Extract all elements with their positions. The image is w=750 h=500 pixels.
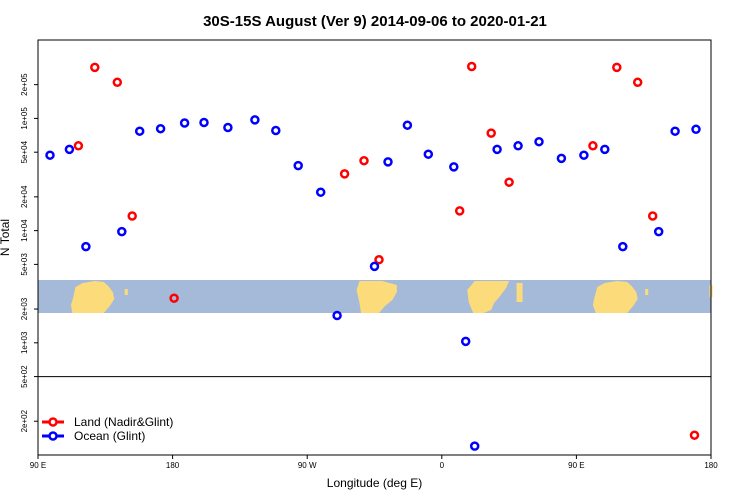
y-axis-title: N Total	[0, 219, 12, 256]
land-point	[339, 169, 350, 179]
land-point	[127, 211, 137, 221]
land-point	[612, 62, 622, 73]
x-tick-label: 90 W	[298, 461, 317, 470]
y-tick-label: 5e+03	[20, 253, 29, 276]
ocean-point	[534, 136, 544, 147]
map-landmass	[70, 281, 115, 313]
legend-marker-land	[48, 417, 58, 427]
ocean-point	[179, 118, 190, 128]
y-tick-label: 2e+02	[20, 409, 29, 432]
ocean-point	[293, 160, 303, 171]
land-point	[90, 62, 100, 73]
ocean-point	[492, 144, 502, 155]
x-tick-label: 180	[704, 461, 718, 470]
x-tick-label: 180	[166, 461, 180, 470]
chart-title: 30S-15S August (Ver 9) 2014-09-06 to 202…	[203, 13, 547, 30]
y-tick-label: 1e+04	[20, 219, 29, 242]
ocean-point	[134, 126, 145, 136]
ocean-point	[369, 261, 380, 272]
ocean-point	[64, 144, 75, 155]
land-point	[359, 155, 369, 166]
y-tick-label: 5e+02	[20, 365, 29, 388]
land-point	[504, 177, 514, 187]
y-tick-label: 2e+05	[20, 73, 29, 96]
ocean-point	[315, 187, 326, 197]
ocean-point	[402, 120, 413, 130]
land-point	[647, 211, 658, 221]
map-strip	[38, 280, 713, 313]
data-points	[45, 61, 701, 451]
land-point	[112, 77, 123, 88]
land-point	[588, 141, 598, 151]
ocean-point	[383, 157, 393, 167]
land-point	[466, 61, 477, 72]
ocean-point	[691, 124, 701, 135]
y-tick-label: 1e+03	[20, 331, 29, 354]
ocean-point	[271, 125, 281, 136]
land-point	[73, 141, 84, 151]
y-tick-label: 1e+05	[20, 107, 29, 130]
ocean-point	[653, 226, 664, 237]
ocean-point	[469, 441, 480, 451]
x-tick-label: 90 E	[568, 461, 584, 470]
legend-marker-ocean	[48, 431, 58, 441]
ocean-point	[423, 149, 434, 159]
ocean-point	[449, 162, 459, 172]
ocean-point	[556, 153, 567, 164]
ocean-point	[618, 241, 628, 252]
map-landmass	[592, 281, 638, 313]
ocean-point	[332, 310, 342, 321]
x-tick-label: 90 E	[30, 461, 46, 470]
ocean-point	[513, 141, 523, 151]
ocean-point	[117, 226, 127, 237]
land-point	[169, 293, 179, 303]
land-point	[454, 206, 465, 216]
ocean-point	[250, 115, 260, 125]
y-tick-label: 2e+03	[20, 297, 29, 320]
plot-frame	[37, 39, 712, 456]
legend-label-ocean: Ocean (Glint)	[74, 429, 145, 443]
ocean-point	[579, 150, 589, 160]
legend: Land (Nadir&Glint) Ocean (Glint)	[42, 415, 173, 443]
land-point	[486, 128, 496, 138]
ocean-point	[223, 122, 233, 133]
land-point	[632, 77, 643, 88]
ocean-point	[45, 150, 55, 160]
ocean-point	[600, 144, 610, 155]
y-tick-label: 5e+04	[20, 140, 29, 163]
ocean-point	[199, 117, 209, 128]
ocean-point	[460, 336, 471, 347]
map-island	[645, 289, 649, 295]
y-axis: 2e+02 5e+02 1e+03 2e+03 5e+03 1e+04 2e+04 5e+04…	[20, 73, 38, 432]
ocean-point	[670, 126, 680, 136]
ocean-point	[155, 123, 166, 134]
map-landmass	[356, 281, 397, 313]
ocean-point	[81, 241, 91, 252]
legend-label-land: Land (Nadir&Glint)	[74, 415, 173, 429]
x-axis-title: Longitude (deg E)	[327, 476, 422, 490]
land-point	[689, 430, 700, 440]
x-axis: 90 E 180 90 W 0 90 E 180	[30, 455, 718, 470]
land-point	[374, 254, 384, 265]
map-island	[516, 283, 523, 302]
y-tick-label: 2e+04	[20, 185, 29, 208]
x-tick-label: 0	[440, 461, 445, 470]
map-landmass	[467, 281, 510, 313]
map-island	[124, 289, 128, 295]
